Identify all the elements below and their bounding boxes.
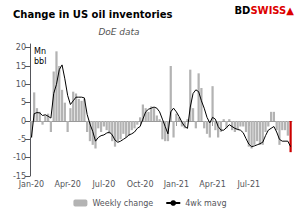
svg-text:Apr-21: Apr-21 [199, 180, 225, 189]
svg-text:Weekly change: Weekly change [92, 199, 153, 208]
svg-text:-5: -5 [18, 135, 26, 144]
svg-text:Jan-20: Jan-20 [18, 180, 44, 189]
svg-text:-15: -15 [12, 171, 26, 181]
svg-text:Mn: Mn [34, 47, 46, 56]
svg-text:Apr-20: Apr-20 [54, 180, 80, 189]
svg-text:▲: ▲ [286, 5, 294, 16]
svg-text:Jul-20: Jul-20 [92, 180, 116, 189]
svg-text:bbl: bbl [34, 57, 46, 66]
svg-text:4wk mavg: 4wk mavg [185, 199, 226, 208]
svg-text:Jan-21: Jan-21 [163, 180, 189, 189]
svg-text:15: 15 [16, 62, 26, 71]
svg-text:0: 0 [21, 117, 26, 126]
svg-text:SWISS: SWISS [250, 5, 286, 16]
svg-text:20: 20 [16, 43, 26, 52]
svg-text:Change in US oil inventories: Change in US oil inventories [13, 9, 173, 20]
svg-text:Jul-21: Jul-21 [236, 180, 260, 189]
svg-text:10: 10 [16, 80, 26, 89]
svg-text:5: 5 [21, 98, 26, 107]
svg-text:BD: BD [234, 5, 250, 16]
svg-text:DoE data: DoE data [98, 27, 139, 37]
svg-text:Oct-20: Oct-20 [127, 180, 154, 189]
svg-text:-10: -10 [13, 153, 26, 162]
